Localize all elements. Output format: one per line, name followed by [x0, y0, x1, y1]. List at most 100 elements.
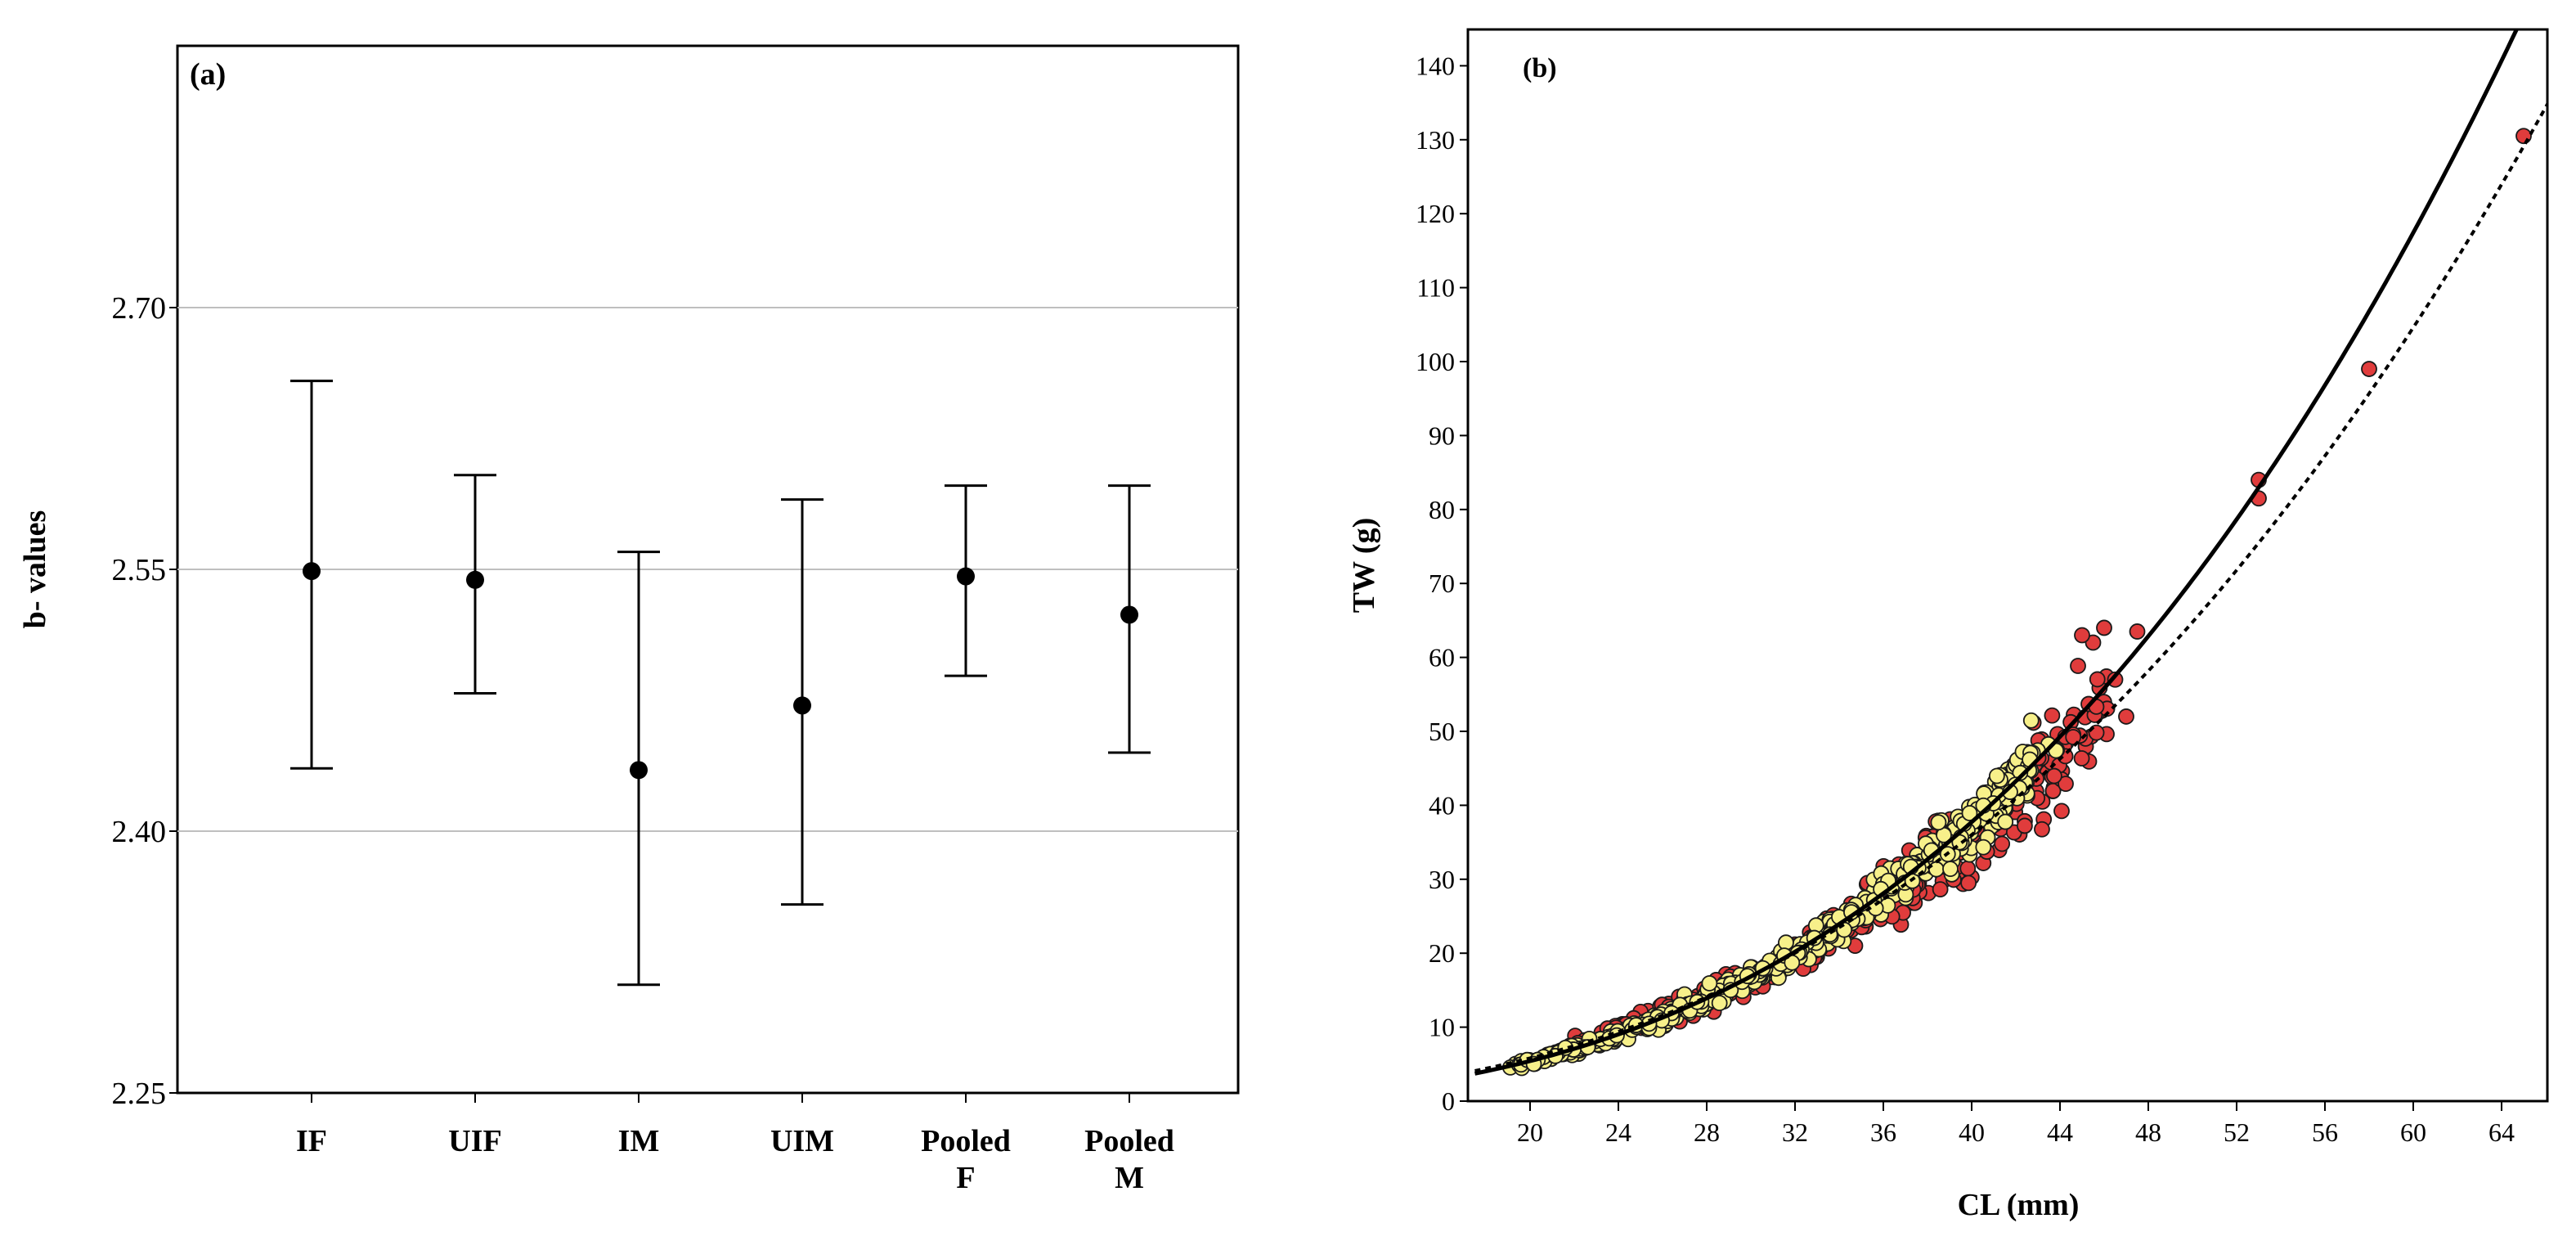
- panel-a-errorbar-if: [290, 380, 333, 770]
- panel-b-x-tick-label: 48: [2135, 1117, 2161, 1147]
- panel-a-x-tick-label: UIM: [770, 1124, 834, 1158]
- panel-a-errorbar-im: [617, 551, 660, 987]
- scatter-point: [2070, 658, 2086, 674]
- scatter-point: [2046, 767, 2062, 785]
- panel-b-x-tick-labels: 20 24 28 32 36 40 44 48 52 56 60 64: [1517, 1101, 2515, 1147]
- panel-b-y-tick-label: 40: [1429, 790, 1455, 820]
- scatter-point: [1975, 839, 1992, 856]
- errorbar-mean-point: [303, 562, 321, 581]
- panel-b-x-tick-label: 28: [1694, 1117, 1720, 1147]
- scatter-point: [2361, 361, 2377, 377]
- scatter-point: [2089, 671, 2106, 688]
- panel-b-x-tick-label: 44: [2047, 1117, 2073, 1147]
- panel-a-y-axis-title: b- values: [18, 510, 52, 629]
- panel-b-x-tick-label: 64: [2488, 1117, 2515, 1147]
- scatter-point: [2107, 671, 2124, 688]
- male-points: [1501, 712, 2065, 1077]
- panel-a-errorbar-pooled-f: [945, 484, 987, 677]
- panel-a-errorbar-uif: [454, 474, 496, 695]
- panel-b-y-tick-label: 90: [1429, 420, 1455, 450]
- panel-b-y-tick-labels: 0 10 20 30 40 50 60 70 80 90 100 110 120 130 140: [1416, 51, 1468, 1116]
- scatter-point: [1701, 975, 1718, 991]
- errorbar-mean-point: [466, 570, 484, 589]
- panel-b-y-axis-title: TW (g): [1347, 518, 1381, 613]
- scatter-point: [2053, 803, 2070, 820]
- panel-a-x-tick-label-line2: M: [1115, 1161, 1144, 1195]
- scatter-point: [1961, 805, 1978, 821]
- panel-a-y-tick-label: 2.55: [112, 553, 167, 587]
- panel-a-x-tick-label-line2: F: [956, 1161, 975, 1195]
- panel-b-x-tick-label: 60: [2400, 1117, 2426, 1147]
- fit-curve-solid: [1474, 29, 2520, 1076]
- panel-b-y-tick-label: 60: [1429, 643, 1455, 672]
- panel-b-y-tick-label: 120: [1416, 199, 1455, 228]
- panel-b-y-tick-label: 70: [1429, 569, 1455, 598]
- panel-b-x-tick-label: 32: [1782, 1117, 1808, 1147]
- panel-b-x-tick-label: 52: [2224, 1117, 2250, 1147]
- panel-b-y-tick-label: 30: [1429, 865, 1455, 894]
- errorbar-mean-point: [1120, 605, 1138, 624]
- scatter-point: [1960, 875, 1977, 892]
- panel-b-y-tick-label: 20: [1429, 938, 1455, 968]
- panel-a-x-tick-label: Pooled: [1084, 1124, 1174, 1158]
- panel-b-x-axis-title: CL (mm): [1958, 1188, 2080, 1222]
- panel-b-y-tick-label: 110: [1416, 273, 1455, 303]
- scatter-point: [2515, 128, 2532, 145]
- panel-a-x-tick-label: IF: [296, 1124, 327, 1158]
- scatter-point: [1711, 995, 1728, 1012]
- scatter-point: [1932, 881, 1949, 898]
- fit-curve-dotted: [1474, 101, 2547, 1072]
- panel-b-plot-frame: [1466, 28, 2549, 1103]
- scatter-point: [1994, 835, 2011, 852]
- panel-b-y-tick-label: 100: [1416, 347, 1455, 376]
- panel-a-y-tick-label: 2.25: [112, 1077, 167, 1111]
- scatter-point: [2058, 776, 2074, 792]
- scatter-point: [2085, 634, 2102, 651]
- scatter-point: [2044, 707, 2061, 724]
- scatter-point: [2129, 623, 2146, 640]
- panel-b-scatter-chart: (b) 0 10 20 30 40 50 60 70 80 90 100 110 120 130 140 2…: [1347, 28, 2549, 1222]
- panel-a-error-bars: [290, 380, 1151, 987]
- panel-a-label: (a): [190, 57, 226, 92]
- panel-a-y-tick-label: 2.40: [112, 815, 167, 849]
- scatter-point: [1942, 861, 1959, 877]
- panel-a-x-tick-label: UIF: [448, 1124, 501, 1158]
- panel-b-y-tick-label: 10: [1429, 1013, 1455, 1042]
- scatter-point: [1997, 813, 2014, 830]
- scatter-point: [2074, 627, 2090, 644]
- panel-b-x-tick-label: 24: [1605, 1117, 1631, 1147]
- scatter-point: [2118, 708, 2134, 725]
- scatter-point: [2096, 619, 2112, 636]
- outlier-points: [2074, 128, 2532, 725]
- panel-b-y-tick-label: 50: [1429, 717, 1455, 746]
- panel-a-gridlines: [177, 307, 1238, 832]
- panel-b-y-tick-label: 140: [1416, 51, 1455, 80]
- errorbar-mean-point: [793, 696, 811, 715]
- scatter-point: [2073, 750, 2090, 767]
- panel-b-scatter-points: [1501, 128, 2532, 1077]
- panel-b-x-tick-label: 20: [1517, 1117, 1543, 1147]
- panel-a-b-values-chart: (a) b- values 2.25 2.40 2.55 2.70 IF UIF IM UI…: [18, 44, 1240, 1195]
- scatter-point: [1959, 860, 1977, 877]
- panel-a-x-tick-label: IM: [618, 1124, 660, 1158]
- scatter-point: [1988, 767, 2005, 785]
- panel-b-y-tick-label: 130: [1416, 125, 1455, 155]
- scatter-point: [1930, 814, 1947, 831]
- errorbar-mean-point: [630, 761, 648, 780]
- panel-b-x-tick-label: 40: [1959, 1117, 1985, 1147]
- panel-a-errorbar-uim: [781, 498, 824, 906]
- scatter-point: [2034, 821, 2050, 838]
- panel-b-y-tick-label: 80: [1429, 495, 1455, 524]
- scatter-point: [2022, 712, 2040, 729]
- panel-b-label: (b): [1523, 53, 1557, 83]
- panel-a-errorbar-pooled-m: [1108, 484, 1151, 754]
- panel-a-x-tick-label: Pooled: [921, 1124, 1011, 1158]
- panel-b-x-tick-label: 56: [2312, 1117, 2338, 1147]
- panel-a-y-tick-label: 2.70: [112, 291, 167, 326]
- panel-b-fit-curves: [1474, 29, 2547, 1076]
- errorbar-mean-point: [957, 567, 975, 586]
- scatter-point: [2017, 817, 2033, 834]
- panel-a-y-tick-labels: 2.25 2.40 2.55 2.70: [112, 291, 177, 1111]
